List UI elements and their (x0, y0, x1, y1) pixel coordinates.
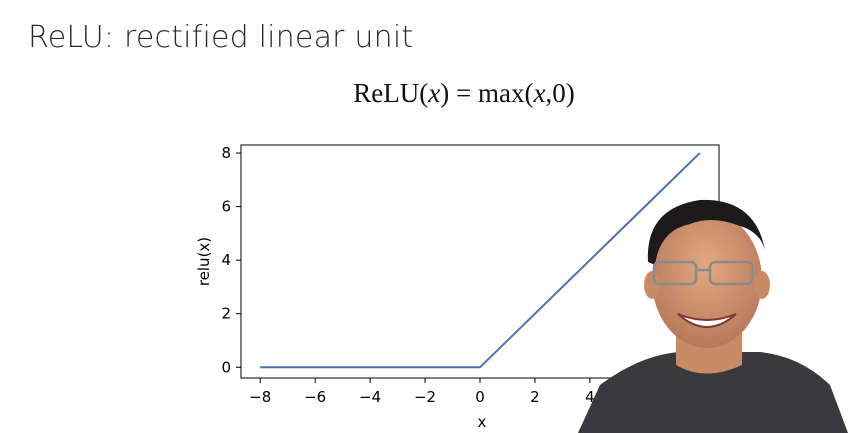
y-axis-label: relu(x) (195, 237, 213, 286)
y-tick-label: 2 (221, 305, 231, 323)
x-tick-label: 6 (640, 388, 650, 406)
relu-line (260, 152, 701, 369)
formula-rhs-paren-open: ( (524, 78, 534, 108)
formula-equals: = (456, 78, 472, 108)
formula-paren-close: ) (440, 78, 450, 108)
formula-rhs-fn: max (477, 78, 525, 108)
chart-layer: −8 −6 −4 −2 0 2 4 6 0 2 4 6 8 x relu(x) (195, 144, 720, 431)
x-tick-label: −8 (249, 388, 271, 406)
formula-rhs-sep: , (545, 78, 553, 108)
formula-lhs-name: ReLU (353, 78, 420, 108)
formula-rhs-arg1: x (533, 78, 546, 108)
x-tick-label: 2 (530, 388, 540, 406)
formula-rhs-paren-close: ) (565, 78, 575, 108)
formula-lhs-arg: x (428, 78, 441, 108)
slide-title: ReLU: rectified linear unit (28, 20, 414, 55)
plot-frame (240, 144, 720, 379)
x-tick-label: −4 (359, 388, 381, 406)
x-tick-label: −2 (414, 388, 436, 406)
y-tick-label: 6 (221, 198, 231, 216)
x-tick-label: −6 (304, 388, 326, 406)
x-tick-label: 0 (475, 388, 485, 406)
x-tick-label: 4 (585, 388, 595, 406)
x-axis-label: x (478, 413, 487, 431)
y-tick-label: 0 (221, 358, 231, 376)
formula-paren-open: ( (419, 78, 429, 108)
y-tick-label: 4 (221, 251, 231, 269)
relu-formula: ReLU(x) = max(x,0) (0, 78, 868, 109)
formula-rhs-arg2: 0 (552, 78, 566, 108)
y-tick-label: 8 (221, 144, 231, 162)
